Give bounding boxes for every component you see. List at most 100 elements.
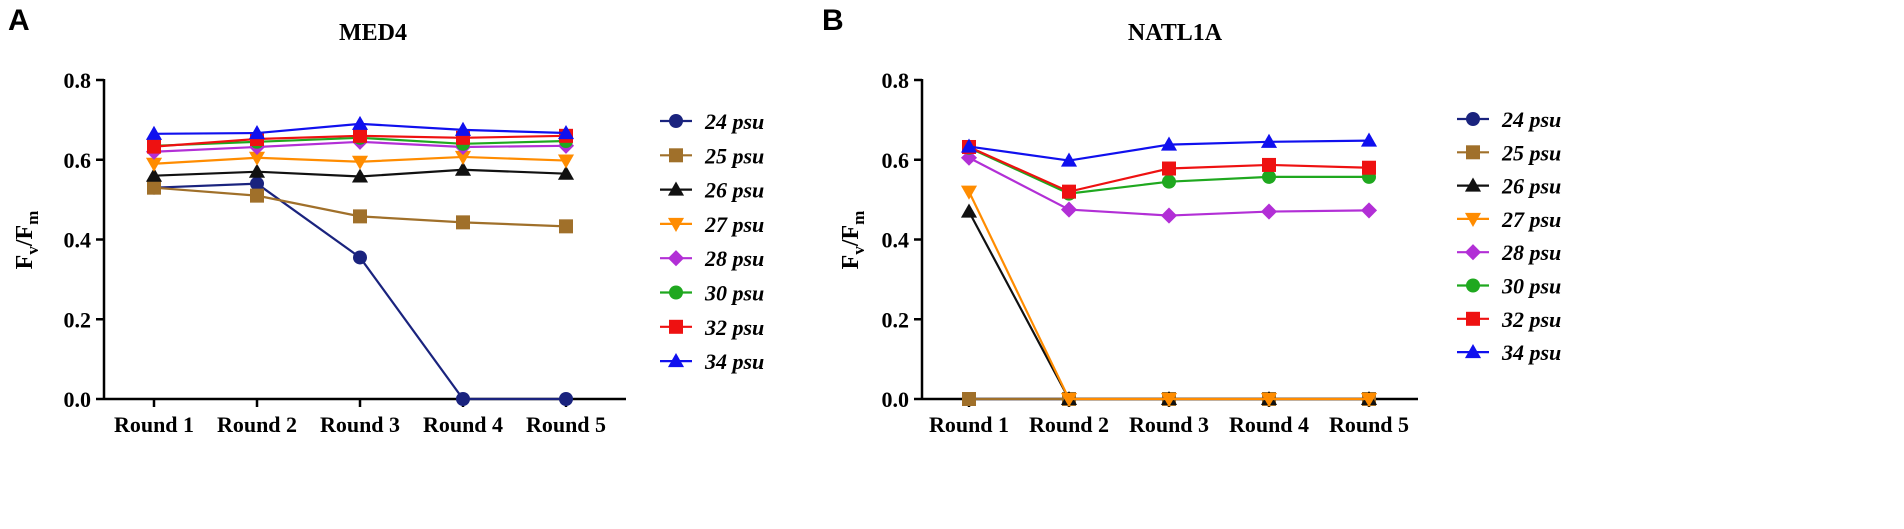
x-tick-label: Round 3 bbox=[1129, 412, 1209, 437]
legend-marker bbox=[669, 285, 683, 300]
data-point bbox=[456, 215, 470, 230]
chart-panel-b: B NATL1A 0.0 0.2 0.4 0.6 0.8 Round 1 Round 2 Roun… bbox=[822, 4, 1561, 437]
data-point bbox=[1162, 174, 1176, 189]
x-tick-label: Round 2 bbox=[217, 412, 297, 437]
data-point bbox=[962, 392, 976, 406]
y-axis-label-subscript: m bbox=[849, 211, 868, 225]
y-axis-label-part: F bbox=[838, 255, 864, 270]
series-27-psu bbox=[960, 185, 1378, 408]
data-point bbox=[147, 139, 161, 154]
data-point bbox=[960, 185, 978, 200]
data-point bbox=[248, 124, 266, 140]
legend-item: 26 psu bbox=[1457, 174, 1561, 199]
data-point bbox=[454, 161, 472, 176]
y-axis-label: Fv/Fm bbox=[838, 211, 868, 270]
legend-marker bbox=[669, 148, 683, 163]
legend-label: 30 psu bbox=[704, 281, 764, 306]
data-point bbox=[454, 121, 472, 136]
x-tick-label: Round 5 bbox=[1329, 412, 1409, 437]
legend-label: 24 psu bbox=[1501, 107, 1561, 132]
data-point bbox=[559, 392, 573, 406]
legend: 24 psu 25 psu 26 psu 27 psu 28 psu 30 psu 32 p… bbox=[1457, 107, 1561, 365]
y-tick-label: 0.4 bbox=[882, 228, 910, 253]
legend-marker bbox=[1464, 212, 1482, 227]
y-axis-label-part: /F bbox=[12, 225, 38, 247]
y-axis-label-part: /F bbox=[838, 225, 864, 247]
legend-label: 28 psu bbox=[1501, 240, 1561, 265]
legend-label: 25 psu bbox=[704, 143, 764, 168]
legend-item: 24 psu bbox=[660, 109, 764, 134]
data-point bbox=[1262, 157, 1276, 172]
data-point bbox=[351, 168, 369, 183]
series-27-psu bbox=[145, 150, 575, 172]
legend-item: 27 psu bbox=[660, 212, 764, 237]
chart-panel-a: A MED4 0.0 0.2 0.4 0.6 0.8 Round 1 Round 2 Round … bbox=[8, 4, 764, 437]
legend-label: 26 psu bbox=[704, 178, 764, 203]
legend-label: 25 psu bbox=[1501, 140, 1561, 165]
data-point bbox=[559, 219, 573, 234]
data-point bbox=[1060, 201, 1078, 218]
data-point bbox=[1160, 207, 1178, 224]
legend-item: 26 psu bbox=[660, 178, 764, 203]
y-tick-label: 0.6 bbox=[882, 148, 910, 173]
data-point bbox=[456, 392, 470, 406]
x-tick-label: Round 5 bbox=[526, 412, 606, 437]
panel-letter: A bbox=[8, 4, 30, 37]
series-34-psu bbox=[145, 115, 575, 140]
data-point bbox=[1260, 203, 1278, 220]
data-point bbox=[1360, 202, 1378, 219]
data-point bbox=[1262, 169, 1276, 184]
data-point bbox=[557, 165, 575, 180]
y-axis-label-subscript: v bbox=[23, 246, 42, 255]
legend-item: 30 psu bbox=[1457, 274, 1561, 299]
y-tick-label: 0.2 bbox=[882, 307, 910, 332]
data-point bbox=[960, 138, 978, 153]
y-tick-label: 0.8 bbox=[882, 68, 910, 93]
legend-item: 28 psu bbox=[1457, 240, 1561, 265]
legend-marker bbox=[1466, 311, 1480, 326]
data-point bbox=[145, 157, 163, 172]
data-point bbox=[1362, 160, 1376, 175]
series-34-psu bbox=[960, 132, 1378, 167]
y-tick-label: 0.8 bbox=[64, 68, 92, 93]
legend-label: 32 psu bbox=[704, 315, 764, 340]
legend-label: 24 psu bbox=[704, 109, 764, 134]
legend-label: 34 psu bbox=[1501, 340, 1561, 365]
data-point bbox=[1160, 392, 1178, 408]
data-point bbox=[1260, 133, 1278, 148]
data-point bbox=[250, 188, 264, 203]
y-axis-label: Fv/Fm bbox=[12, 211, 42, 270]
data-point bbox=[353, 128, 367, 143]
legend-label: 30 psu bbox=[1501, 274, 1561, 299]
data-point bbox=[557, 154, 575, 169]
legend-item: 25 psu bbox=[660, 143, 764, 168]
legend-item: 32 psu bbox=[1457, 307, 1561, 332]
legend-marker bbox=[1466, 145, 1480, 160]
y-axis-label-subscript: m bbox=[23, 211, 42, 225]
data-point bbox=[353, 209, 367, 224]
data-point bbox=[960, 203, 978, 218]
data-point bbox=[557, 124, 575, 140]
legend-marker bbox=[667, 181, 685, 196]
legend-item: 30 psu bbox=[660, 281, 764, 306]
x-tick-label: Round 2 bbox=[1029, 412, 1109, 437]
legend-marker bbox=[1464, 177, 1482, 192]
data-point bbox=[353, 250, 367, 265]
data-point bbox=[1060, 392, 1078, 408]
legend-label: 28 psu bbox=[704, 246, 764, 271]
series-line bbox=[968, 211, 1369, 401]
legend-label: 27 psu bbox=[704, 212, 764, 237]
data-point bbox=[1162, 161, 1176, 176]
chart-title: NATL1A bbox=[1128, 20, 1223, 46]
series-26-psu bbox=[145, 161, 575, 183]
legend-item: 32 psu bbox=[660, 315, 764, 340]
legend-marker bbox=[667, 217, 685, 232]
data-point bbox=[145, 167, 163, 182]
data-point bbox=[1260, 392, 1278, 408]
data-point bbox=[1360, 132, 1378, 147]
legend-marker bbox=[1464, 244, 1482, 261]
legend-marker bbox=[1464, 344, 1482, 359]
series-28-psu bbox=[960, 149, 1378, 224]
data-point bbox=[248, 151, 266, 166]
